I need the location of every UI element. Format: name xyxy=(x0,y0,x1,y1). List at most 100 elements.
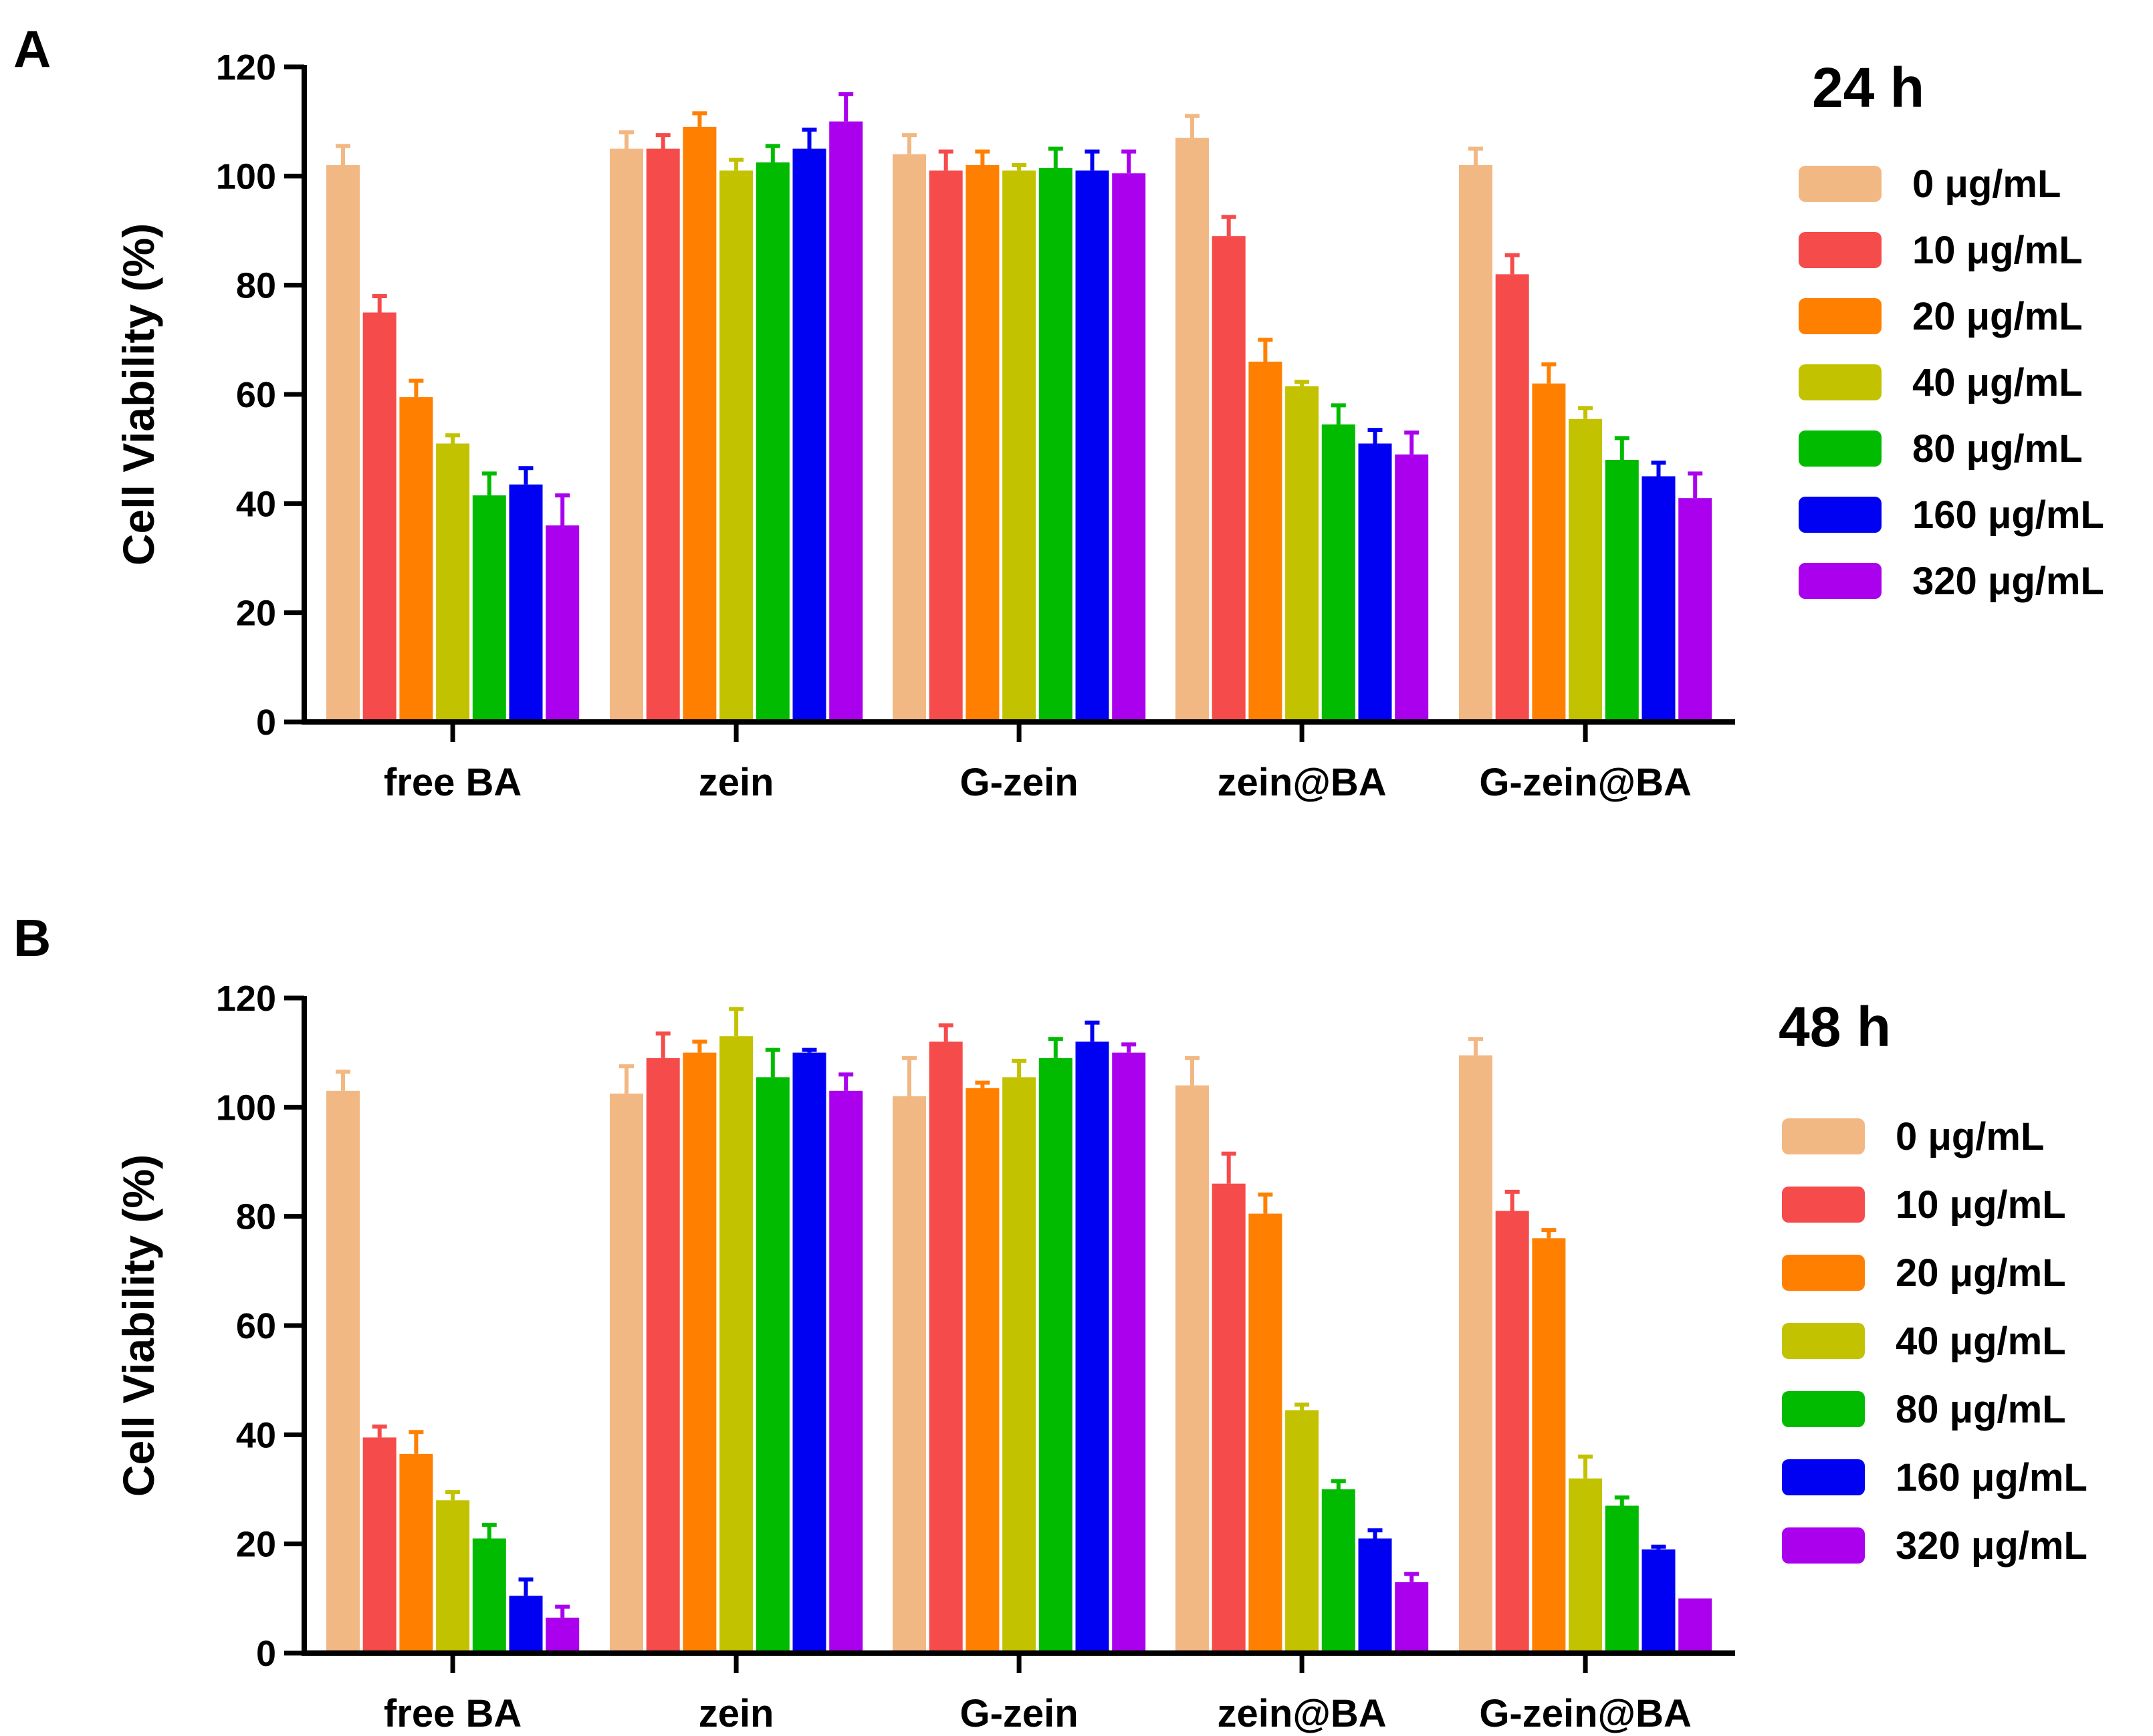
y-tick-label: 120 xyxy=(216,979,276,1019)
legend-swatch xyxy=(1799,430,1882,467)
bar-zein-0 xyxy=(610,148,643,722)
bar-g-zein-ba-6 xyxy=(1678,498,1712,722)
bar-zein-ba-5 xyxy=(1358,1538,1392,1653)
x-tick-label: zein@BA xyxy=(1218,1692,1387,1735)
legend-swatch xyxy=(1782,1459,1865,1495)
bar-zein-ba-3 xyxy=(1285,1410,1319,1653)
legend-swatch xyxy=(1782,1255,1865,1291)
bar-free-ba-1 xyxy=(362,312,396,722)
legend-label: 10 μg/mL xyxy=(1912,229,2083,272)
bar-free-ba-2 xyxy=(399,397,433,722)
legend-swatch xyxy=(1782,1323,1865,1359)
x-tick-label: zein xyxy=(699,761,774,804)
bar-g-zein-5 xyxy=(1075,170,1109,722)
bar-zein-4 xyxy=(756,162,790,722)
legend-label: 320 μg/mL xyxy=(1896,1524,2087,1568)
y-tick-label: 20 xyxy=(236,1525,276,1565)
panel-b: B 0 20 40 60 80 100 120 free BA zein G-zein zein@BA… xyxy=(13,908,2087,1735)
legend-swatch xyxy=(1782,1118,1865,1154)
bar-zein-ba-1 xyxy=(1212,236,1246,723)
panel-letter: B xyxy=(13,908,51,967)
bar-zein-5 xyxy=(792,148,826,722)
legend-label: 160 μg/mL xyxy=(1912,493,2104,537)
legend-label: 40 μg/mL xyxy=(1912,361,2083,404)
bar-free-ba-2 xyxy=(399,1453,433,1653)
bar-free-ba-1 xyxy=(362,1437,396,1653)
bar-free-ba-6 xyxy=(546,1617,580,1653)
bar-g-zein-2 xyxy=(966,165,1000,722)
bar-g-zein-ba-6 xyxy=(1678,1598,1712,1653)
bar-zein-3 xyxy=(719,1036,754,1653)
legend-label: 20 μg/mL xyxy=(1896,1251,2066,1295)
bar-zein-ba-3 xyxy=(1285,386,1319,722)
bar-zein-1 xyxy=(646,1058,680,1653)
bar-free-ba-4 xyxy=(472,495,506,722)
bar-g-zein-4 xyxy=(1038,168,1072,723)
bar-g-zein-6 xyxy=(1112,173,1146,722)
bar-zein-ba-2 xyxy=(1248,362,1282,722)
x-tick-label: G-zein xyxy=(959,1692,1078,1735)
bar-zein-ba-1 xyxy=(1212,1183,1246,1653)
bar-zein-2 xyxy=(683,1052,717,1653)
bar-free-ba-0 xyxy=(326,1090,360,1653)
legend-swatch xyxy=(1782,1391,1865,1427)
y-tick-label: 80 xyxy=(236,1197,276,1237)
bar-g-zein-ba-3 xyxy=(1569,1478,1603,1653)
bar-g-zein-6 xyxy=(1112,1052,1146,1653)
y-tick-label: 60 xyxy=(236,1306,276,1346)
bar-zein-0 xyxy=(610,1093,643,1653)
bar-g-zein-ba-1 xyxy=(1495,274,1529,722)
bar-zein-ba-5 xyxy=(1358,443,1392,722)
legend-title: 24 h xyxy=(1812,56,1924,119)
y-axis-label: Cell Viability (%) xyxy=(114,1154,163,1497)
bar-g-zein-3 xyxy=(1002,1077,1036,1653)
x-tick-label: free BA xyxy=(384,761,522,804)
bar-g-zein-ba-4 xyxy=(1605,460,1639,722)
bar-free-ba-4 xyxy=(472,1538,506,1653)
bar-zein-ba-4 xyxy=(1321,424,1355,722)
legend-label: 320 μg/mL xyxy=(1912,560,2104,603)
bar-zein-5 xyxy=(792,1052,826,1653)
legend-swatch xyxy=(1799,298,1882,334)
bar-free-ba-6 xyxy=(546,525,580,722)
y-tick-label: 40 xyxy=(236,1415,276,1455)
y-tick-label: 20 xyxy=(236,594,276,634)
y-tick-label: 100 xyxy=(216,1088,276,1128)
y-tick-label: 40 xyxy=(236,484,276,524)
bar-g-zein-4 xyxy=(1038,1058,1072,1653)
legend-label: 160 μg/mL xyxy=(1896,1456,2087,1499)
legend-swatch xyxy=(1799,364,1882,400)
legend-label: 0 μg/mL xyxy=(1896,1115,2044,1158)
y-tick-label: 60 xyxy=(236,375,276,415)
bar-zein-6 xyxy=(829,1090,863,1653)
bar-zein-ba-0 xyxy=(1175,1085,1209,1653)
bar-g-zein-1 xyxy=(929,170,963,722)
x-tick-label: G-zein@BA xyxy=(1479,1692,1692,1735)
panel-letter: A xyxy=(13,19,51,78)
legend-label: 80 μg/mL xyxy=(1896,1388,2066,1431)
x-tick-label: zein@BA xyxy=(1218,761,1387,804)
bar-free-ba-3 xyxy=(436,1500,470,1653)
bar-g-zein-ba-5 xyxy=(1641,1549,1676,1653)
bar-g-zein-ba-5 xyxy=(1641,476,1676,722)
panel-a: A 0 20 40 60 80 100 120 free BA zein G-zein zein@BA… xyxy=(13,19,2104,804)
bar-free-ba-0 xyxy=(326,165,360,722)
bar-zein-ba-4 xyxy=(1321,1489,1355,1653)
legend-label: 20 μg/mL xyxy=(1912,295,2083,338)
bar-zein-ba-2 xyxy=(1248,1213,1282,1653)
bar-zein-6 xyxy=(829,121,863,722)
bar-free-ba-5 xyxy=(509,1596,543,1653)
bar-g-zein-ba-0 xyxy=(1459,1055,1492,1653)
legend-swatch xyxy=(1799,232,1882,268)
bar-zein-4 xyxy=(756,1077,790,1653)
bar-g-zein-2 xyxy=(966,1088,1000,1653)
x-tick-label: G-zein xyxy=(959,761,1078,804)
bar-g-zein-ba-4 xyxy=(1605,1505,1639,1653)
y-tick-label: 0 xyxy=(256,703,276,743)
legend-title: 48 h xyxy=(1779,995,1891,1058)
bar-g-zein-0 xyxy=(893,154,926,722)
legend-swatch xyxy=(1799,497,1882,533)
bar-g-zein-1 xyxy=(929,1041,963,1653)
legend-label: 10 μg/mL xyxy=(1896,1183,2066,1227)
